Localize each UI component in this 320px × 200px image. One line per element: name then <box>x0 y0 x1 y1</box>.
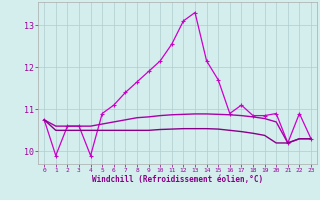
X-axis label: Windchill (Refroidissement éolien,°C): Windchill (Refroidissement éolien,°C) <box>92 175 263 184</box>
